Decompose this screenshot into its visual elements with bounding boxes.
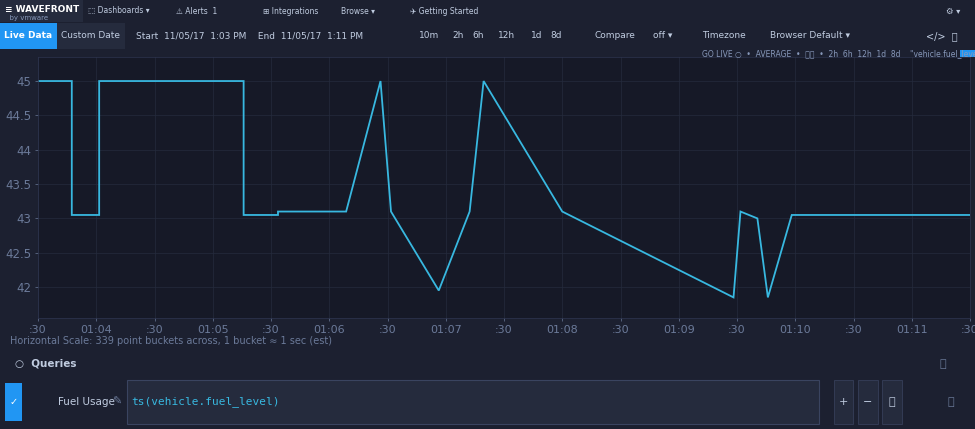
Text: Timezone: Timezone: [702, 31, 746, 40]
Text: Start  11/05/17  1:03 PM    End  11/05/17  1:11 PM: Start 11/05/17 1:03 PM End 11/05/17 1:11…: [136, 31, 364, 40]
Text: ✈ Getting Started: ✈ Getting Started: [410, 6, 478, 15]
Text: ⚙ ▾: ⚙ ▾: [946, 6, 960, 15]
Text: Browser Default ▾: Browser Default ▾: [770, 31, 850, 40]
Text: 6h: 6h: [472, 31, 484, 40]
Text: Fuel Usage: Fuel Usage: [58, 397, 115, 407]
Bar: [882, 381, 902, 423]
Text: ✓: ✓: [10, 397, 18, 407]
Text: ⬚ Dashboards ▾: ⬚ Dashboards ▾: [88, 6, 149, 15]
Text: ✎: ✎: [112, 397, 122, 407]
Text: ⊞ Integrations: ⊞ Integrations: [263, 6, 319, 15]
Text: −: −: [863, 397, 873, 407]
Text: ≡ WAVEFRONT: ≡ WAVEFRONT: [5, 6, 79, 15]
Text: ⚠ Alerts  1: ⚠ Alerts 1: [176, 6, 216, 15]
Text: 2h: 2h: [452, 31, 464, 40]
Text: by vmware: by vmware: [5, 15, 48, 21]
Text: ts(vehicle.fuel_level): ts(vehicle.fuel_level): [132, 396, 280, 408]
Text: ⧉: ⧉: [889, 397, 895, 407]
Bar: [5, 383, 22, 421]
Text: 🔍: 🔍: [948, 397, 954, 407]
Text: </>  🚩: </> 🚩: [926, 31, 957, 41]
Text: Compare: Compare: [595, 31, 636, 40]
Text: +: +: [838, 397, 848, 407]
Text: 1d: 1d: [530, 31, 542, 40]
Text: 🔍: 🔍: [939, 359, 946, 369]
Bar: [0, 24, 57, 48]
Text: Horizontal Scale: 339 point buckets across, 1 bucket ≈ 1 sec (est): Horizontal Scale: 339 point buckets acro…: [10, 336, 332, 346]
Text: 8d: 8d: [550, 31, 562, 40]
Text: 12h: 12h: [498, 31, 516, 40]
Text: Browse ▾: Browse ▾: [341, 6, 375, 15]
Text: Custom Date: Custom Date: [61, 31, 120, 40]
Bar: [834, 381, 853, 423]
Text: GO LIVE ○  •  AVERAGE  •  🔍🔍  •  2h  6h  12h  1d  8d    "vehicle.fuel_level": GO LIVE ○ • AVERAGE • 🔍🔍 • 2h 6h 12h 1d …: [702, 49, 975, 58]
Text: Live Data: Live Data: [4, 31, 53, 40]
Bar: [127, 381, 819, 423]
Bar: [0, 0, 83, 22]
Bar: [858, 381, 878, 423]
Bar: [960, 1, 975, 57]
Text: ○  Queries: ○ Queries: [15, 359, 76, 369]
Text: off ▾: off ▾: [653, 31, 673, 40]
Text: 10m: 10m: [419, 31, 439, 40]
Bar: [57, 24, 125, 48]
